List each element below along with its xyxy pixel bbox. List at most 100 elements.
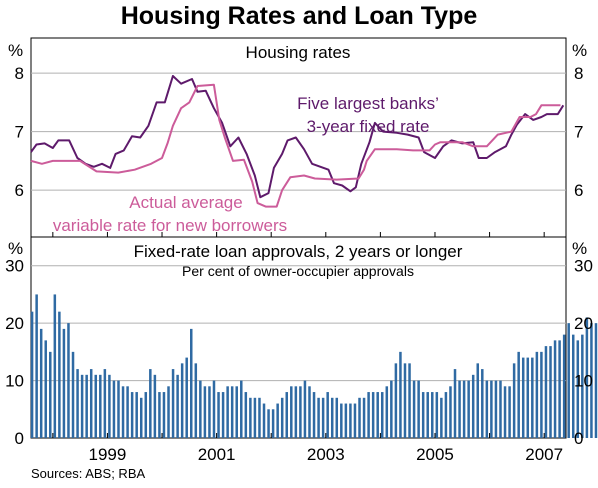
approval-bar: [353, 403, 357, 438]
approval-bar: [194, 363, 198, 438]
approval-bar: [440, 397, 443, 438]
approval-bar: [240, 380, 243, 438]
approval-bar: [44, 340, 47, 438]
bottom-right-ytick-20: 20: [574, 314, 593, 333]
top-panel-grid: [31, 72, 566, 191]
approval-bar: [171, 369, 175, 438]
approval-bar: [203, 386, 207, 438]
variable-rate-label-line1: Actual average: [129, 193, 242, 212]
approval-bar: [76, 369, 79, 438]
approval-bar: [590, 323, 593, 438]
approval-bar: [271, 409, 275, 438]
approval-bar: [258, 397, 261, 438]
approval-bar: [531, 357, 534, 438]
bottom-right-ytick-30: 30: [574, 257, 593, 276]
bottom-right-ytick-10: 10: [574, 372, 593, 391]
bottom-left-ytick-30: 30: [5, 257, 24, 276]
approval-bar: [180, 363, 184, 438]
approval-bar: [112, 380, 116, 438]
approval-bar: [94, 374, 98, 438]
approval-bar: [426, 392, 429, 438]
chart-title: Housing Rates and Loan Type: [120, 2, 478, 30]
approval-bar: [312, 392, 316, 438]
approval-bar: [326, 392, 329, 438]
variable-rate-label-line2: variable rate for new borrowers: [53, 216, 287, 235]
approval-bar: [585, 317, 589, 438]
approval-bar: [276, 403, 279, 438]
approval-bar: [299, 386, 302, 438]
approval-bar: [262, 403, 266, 438]
approval-bar: [394, 363, 398, 438]
bottom-right-ytick-0: 0: [574, 429, 583, 448]
bottom-left-unit: %: [8, 239, 23, 258]
fixed-rate-line: [30, 75, 565, 199]
approval-bar: [471, 374, 475, 438]
approval-bar: [553, 340, 557, 438]
approval-bar: [453, 369, 457, 438]
top-left-unit: %: [8, 41, 23, 60]
approval-bar: [80, 374, 84, 438]
approval-bar: [71, 351, 75, 438]
approval-bar: [549, 346, 552, 438]
x-tick-label-2007: 2007: [525, 445, 563, 464]
top-right-ytick-6: 6: [574, 181, 583, 200]
sources-note: Sources: ABS; RBA: [31, 466, 146, 481]
approval-bar: [99, 374, 102, 438]
approval-bar: [417, 380, 420, 438]
approval-bar: [144, 392, 148, 438]
approval-bar: [562, 334, 566, 438]
approval-bar: [435, 392, 439, 438]
approval-bar: [499, 380, 502, 438]
approval-bar: [571, 334, 575, 438]
approval-bar: [89, 369, 93, 438]
approval-bar: [476, 363, 479, 438]
approval-bar: [403, 363, 407, 438]
approval-bar: [108, 374, 111, 438]
approval-bar: [217, 392, 220, 438]
x-tick-label-2001: 2001: [198, 445, 236, 464]
approval-bar: [330, 397, 334, 438]
approval-bar: [149, 369, 152, 438]
approval-bar: [235, 386, 238, 438]
approval-bar: [503, 386, 507, 438]
approval-bar: [544, 346, 548, 438]
approval-bar: [390, 380, 393, 438]
approval-bars: [30, 294, 598, 438]
approval-bar: [540, 351, 543, 438]
approval-bar: [49, 351, 52, 438]
top-panel-title: Housing rates: [246, 43, 351, 62]
approval-bar: [481, 369, 484, 438]
approval-bar: [335, 397, 339, 438]
approval-bar: [135, 392, 138, 438]
approval-bar: [121, 386, 125, 438]
bottom-panel-title: Fixed-rate loan approvals, 2 years or lo…: [134, 242, 463, 261]
approval-bar: [526, 357, 530, 438]
approval-bar: [244, 392, 248, 438]
approval-bar: [340, 403, 343, 438]
approval-bar: [176, 374, 179, 438]
approval-bar: [380, 392, 384, 438]
approval-bar: [458, 380, 461, 438]
approval-bar: [308, 386, 311, 438]
approval-bar: [408, 363, 411, 438]
approval-bar: [208, 386, 211, 438]
top-left-ytick-7: 7: [15, 123, 24, 142]
approval-bar: [117, 380, 120, 438]
approval-bar: [521, 357, 525, 438]
bottom-panel-grid: [31, 265, 566, 382]
approval-bar: [462, 380, 466, 438]
approval-bar: [412, 380, 416, 438]
approval-bar: [371, 392, 375, 438]
approval-bar: [362, 397, 366, 438]
approval-bar: [62, 328, 66, 438]
approval-bar: [467, 380, 470, 438]
approval-bar: [290, 386, 293, 438]
bottom-left-ytick-10: 10: [5, 372, 24, 391]
approval-bar: [399, 351, 402, 438]
approval-bar: [126, 386, 129, 438]
approval-bar: [321, 397, 325, 438]
fixed-rate-label-line1: Five largest banks’: [297, 94, 439, 113]
x-tick-label-1999: 1999: [89, 445, 127, 464]
top-right-unit: %: [572, 41, 587, 60]
approval-bar: [367, 392, 370, 438]
